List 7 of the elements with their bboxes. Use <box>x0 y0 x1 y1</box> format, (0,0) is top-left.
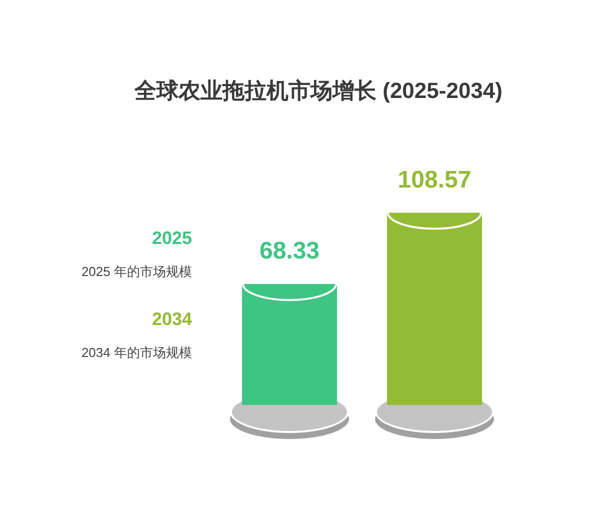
data-label: 108.57 <box>398 166 472 194</box>
text: 2034 年的市场规模 <box>80 344 192 362</box>
data-label: 68.33 <box>259 238 320 265</box>
text: 2025 年的市场规模 <box>80 263 192 281</box>
text: 2025 <box>150 228 192 249</box>
chart-title: 全球农业拖拉机市场增长 (2025-2034) <box>133 77 504 105</box>
text: 2034 <box>150 309 192 330</box>
